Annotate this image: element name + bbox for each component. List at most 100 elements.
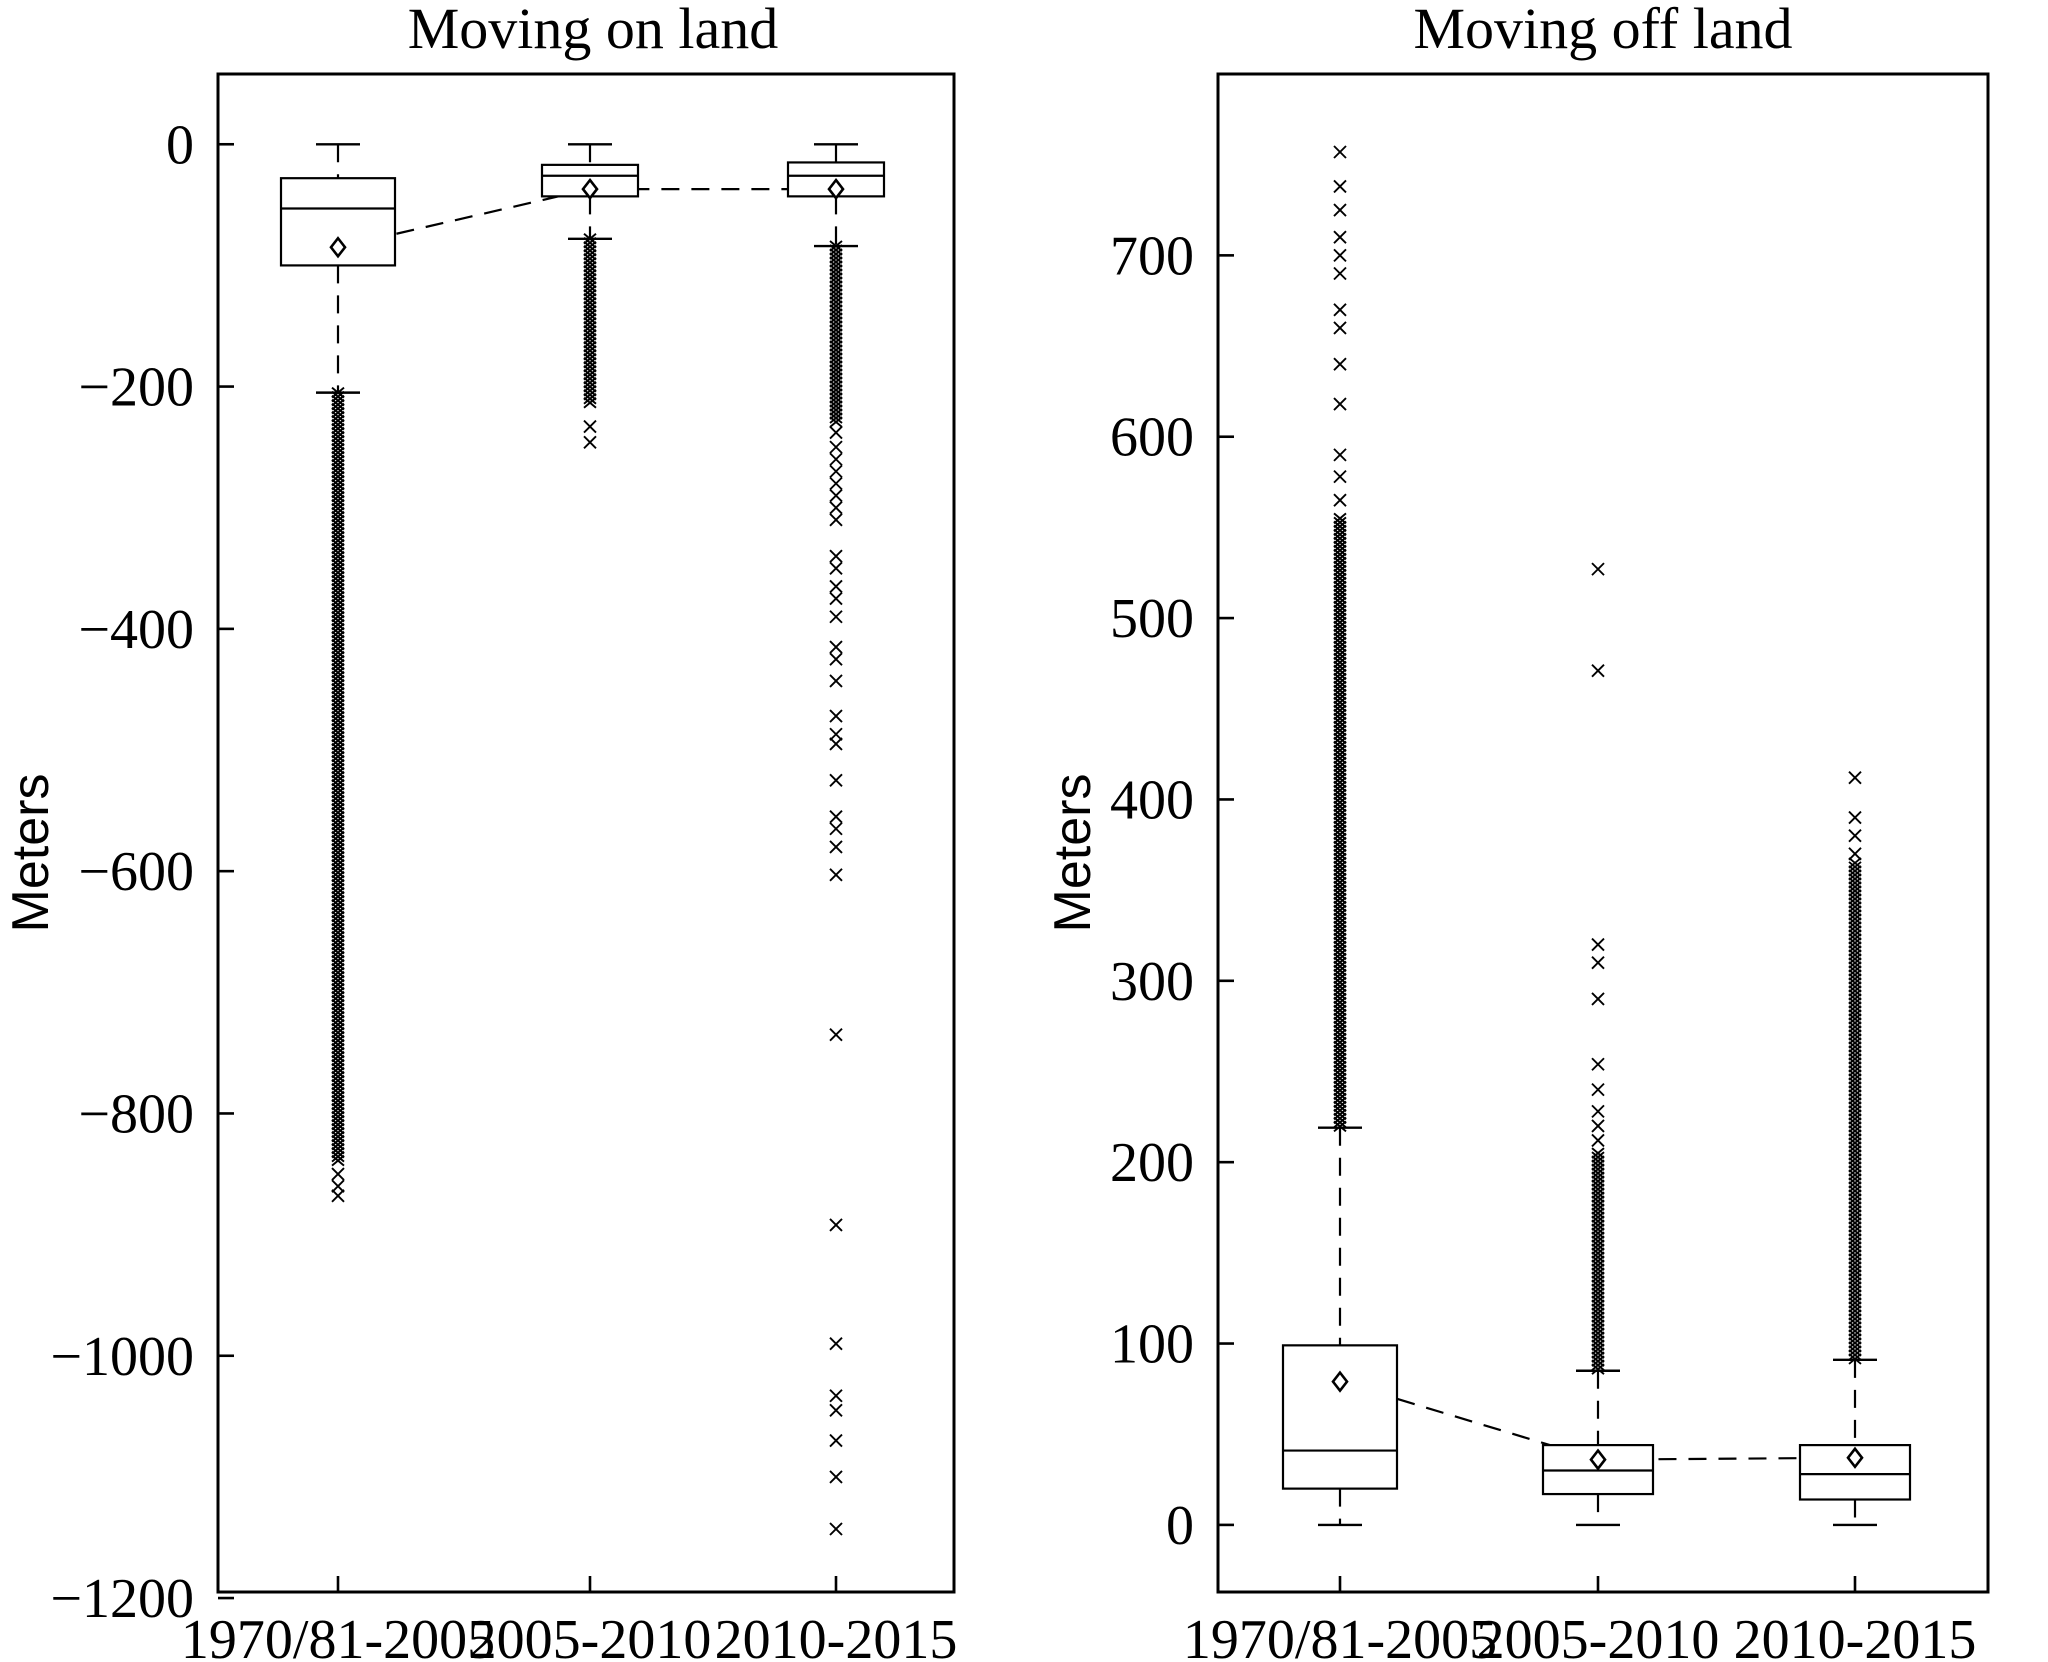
outlier-marker — [331, 778, 345, 791]
y-tick-label: −400 — [78, 599, 194, 661]
outlier-marker — [1333, 712, 1347, 725]
outlier-marker — [1591, 1243, 1605, 1255]
outlier-marker — [1848, 1009, 1862, 1021]
outlier-marker — [1848, 1289, 1862, 1301]
outlier-marker — [1333, 528, 1347, 541]
outlier-marker — [1848, 1245, 1862, 1257]
outlier-marker — [331, 842, 345, 855]
outlier-marker — [1333, 524, 1347, 537]
outlier-marker — [1333, 900, 1347, 913]
outlier-marker — [331, 794, 345, 807]
outlier-marker — [1333, 1004, 1347, 1017]
outlier-marker — [829, 344, 843, 356]
outlier-marker — [1333, 1108, 1347, 1121]
outlier-marker — [331, 398, 345, 411]
outlier-marker — [331, 602, 345, 615]
outlier-marker — [331, 542, 345, 555]
outlier-marker — [1333, 996, 1347, 1009]
outlier-marker — [829, 380, 843, 392]
outlier-marker — [1333, 968, 1347, 981]
outlier-marker — [1848, 1097, 1862, 1109]
outlier-marker — [331, 1090, 345, 1103]
outlier-marker — [331, 510, 345, 523]
outlier-marker — [1848, 1185, 1862, 1197]
outlier-marker — [1333, 1060, 1347, 1073]
outlier-marker — [829, 272, 843, 284]
outlier-marker — [1848, 1337, 1862, 1349]
outlier-marker — [1591, 1133, 1605, 1148]
outlier-marker — [1591, 1223, 1605, 1235]
outlier-marker — [829, 368, 843, 380]
y-tick-label: 400 — [1110, 769, 1194, 831]
outlier-marker — [1848, 1285, 1862, 1297]
outlier-marker — [331, 530, 345, 543]
outlier-marker — [1333, 848, 1347, 861]
outlier-marker — [1333, 145, 1347, 159]
outlier-marker — [1333, 612, 1347, 625]
panel-moving-off-land: Moving off land Meters 0 100 200 300 400 500 600… — [1044, 0, 1990, 1662]
outlier-marker — [829, 579, 843, 594]
outlier-marker — [331, 402, 345, 415]
outlier-marker — [331, 666, 345, 679]
outlier-marker — [331, 862, 345, 875]
outlier-marker — [1333, 880, 1347, 893]
outlier-marker — [1591, 1315, 1605, 1327]
outlier-marker — [331, 1030, 345, 1043]
outlier-marker — [583, 357, 597, 369]
outlier-marker — [829, 388, 843, 400]
outlier-marker — [1333, 520, 1347, 533]
outlier-marker — [829, 412, 843, 424]
outlier-marker — [331, 986, 345, 999]
outlier-marker — [331, 1082, 345, 1095]
y-tick-label: 500 — [1110, 588, 1194, 650]
outlier-marker — [331, 1078, 345, 1091]
outlier-marker — [331, 494, 345, 507]
y-tick-label: 100 — [1110, 1314, 1194, 1376]
outlier-marker — [1591, 1163, 1605, 1175]
outlier-marker — [1591, 1207, 1605, 1219]
outlier-marker — [331, 622, 345, 635]
outlier-marker — [1591, 1219, 1605, 1231]
outlier-marker — [829, 288, 843, 300]
outlier-marker — [331, 482, 345, 495]
outlier-marker — [1333, 928, 1347, 941]
outlier-marker — [829, 248, 843, 260]
outlier-marker — [1333, 776, 1347, 789]
outlier-marker — [1591, 1343, 1605, 1355]
outlier-marker — [331, 514, 345, 527]
outlier-marker — [1848, 1205, 1862, 1217]
outlier-marker — [331, 538, 345, 551]
outlier-marker — [331, 594, 345, 607]
outlier-marker — [331, 1046, 345, 1059]
outlier-marker — [1591, 1195, 1605, 1207]
outlier-marker — [331, 674, 345, 687]
outlier-marker — [331, 798, 345, 811]
outlier-marker — [1848, 1117, 1862, 1129]
outlier-marker — [1333, 816, 1347, 829]
outlier-marker — [1591, 1239, 1605, 1251]
outlier-marker — [1333, 636, 1347, 649]
outlier-marker — [1848, 1253, 1862, 1265]
outlier-marker — [1848, 949, 1862, 961]
outlier-marker — [1333, 772, 1347, 785]
outlier-marker — [1333, 616, 1347, 629]
outlier-marker — [1848, 1025, 1862, 1037]
outlier-marker — [829, 652, 843, 666]
outlier-marker — [1848, 1197, 1862, 1209]
outlier-marker — [331, 1114, 345, 1127]
panel-moving-on-land: Moving on land Meters 0 −200 −400 −600 −800 −10… — [2, 0, 957, 1662]
outlier-marker — [1848, 1013, 1862, 1025]
outlier-marker — [331, 898, 345, 911]
outlier-marker — [331, 714, 345, 727]
outlier-marker — [1848, 1193, 1862, 1205]
outlier-marker — [1591, 1151, 1605, 1163]
outlier-marker — [1848, 941, 1862, 953]
outlier-marker — [331, 746, 345, 759]
outlier-marker — [1591, 1187, 1605, 1199]
outlier-marker — [331, 1189, 345, 1203]
outlier-marker — [1333, 720, 1347, 733]
outlier-marker — [583, 289, 597, 301]
outlier-marker — [1848, 1149, 1862, 1161]
outlier-marker — [331, 406, 345, 419]
